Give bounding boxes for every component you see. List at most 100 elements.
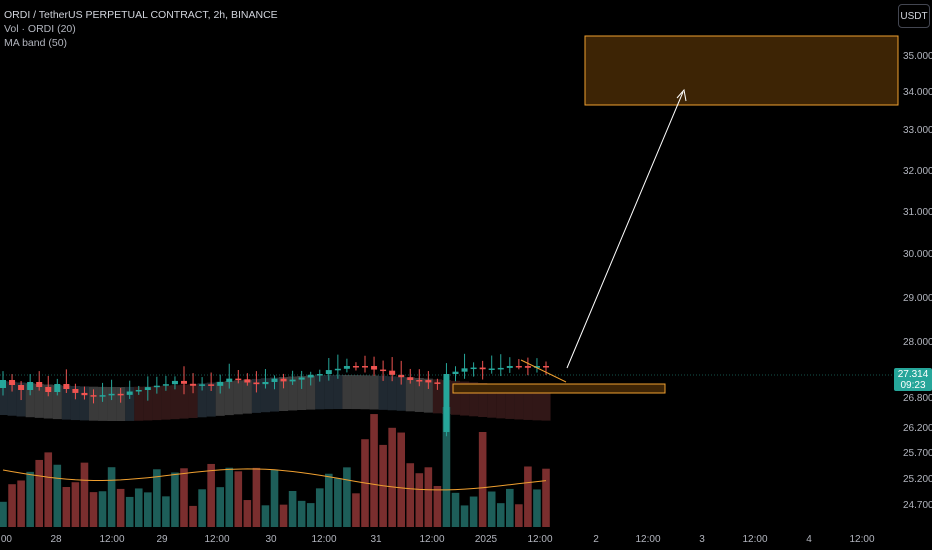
volume-bar (134, 488, 143, 527)
volume-bar (397, 432, 405, 527)
candle-body (235, 378, 242, 381)
time-tick-label: 30 (265, 534, 277, 545)
time-axis[interactable]: :00 28 12:00 29 12:00 30 12:00 31 12:00 2025 12:00… (0, 534, 875, 545)
ma-band-segment (134, 386, 144, 421)
volume-bar (433, 485, 442, 527)
projection-arrow[interactable] (566, 91, 684, 369)
chart-legend: ORDI / TetherUS PERPETUAL CONTRACT, 2h, … (4, 8, 278, 50)
candle-body (126, 391, 133, 395)
price-tick-label: 26.200 (903, 423, 932, 434)
ma-band-segment (0, 381, 8, 415)
ma-band-segment (315, 375, 325, 410)
candle-body (63, 384, 70, 389)
candle-body (226, 378, 233, 382)
candle-body (452, 371, 459, 374)
volume-bar (406, 463, 415, 527)
time-tick-label: 3 (699, 534, 705, 545)
candle-body (54, 384, 61, 392)
currency-button[interactable]: USDT (898, 4, 930, 28)
ma-band-segment (342, 375, 352, 410)
time-tick-label: 31 (370, 534, 382, 545)
candle-body (398, 374, 405, 378)
ma-band-segment (125, 386, 135, 421)
ma-band-segment (52, 385, 62, 420)
volume-bar (17, 480, 25, 527)
candle-body (45, 387, 52, 392)
candle-body (380, 369, 387, 372)
ma-band-segment (288, 376, 298, 411)
time-tick-label: 2025 (475, 534, 498, 545)
volume-indicator-label[interactable]: Vol · ORDI (20) (4, 23, 76, 35)
candle-body (407, 377, 414, 381)
candle-body (18, 385, 25, 390)
price-axis[interactable]: 35.000 34.000 33.000 32.000 31.000 30.000 29.0… (903, 51, 932, 511)
volume-bar (478, 432, 487, 527)
volume-bar (26, 471, 34, 527)
ma-band-segment (89, 386, 99, 421)
arrowhead-icon (676, 88, 687, 102)
time-tick-label: 12:00 (635, 534, 660, 545)
volume-bar (8, 484, 16, 527)
ma-band-segment (423, 378, 433, 413)
volume-bar (171, 472, 179, 527)
ma-band-segment (7, 381, 17, 416)
ma-band-segment (378, 375, 388, 410)
candle-body (36, 382, 43, 387)
last-price-value: 27.314 (897, 369, 929, 380)
ma-band-segment (514, 385, 524, 420)
time-tick-label: 28 (50, 534, 62, 545)
volume-bar (153, 469, 161, 527)
volume-bar (162, 496, 170, 527)
volume-bar (343, 467, 351, 527)
volume-bar (180, 468, 188, 527)
symbol-title[interactable]: ORDI / TetherUS PERPETUAL CONTRACT, 2h, … (4, 9, 278, 21)
candle-body (371, 366, 378, 370)
candle-body (181, 380, 187, 384)
ma-band-segment (451, 380, 461, 415)
ma-band-segment (188, 383, 198, 418)
volume-bar (451, 492, 460, 527)
ma-band-segment (523, 385, 533, 420)
volume-bar (116, 488, 125, 527)
time-tick-label: 29 (156, 534, 168, 545)
ma-band-segment (43, 384, 53, 419)
target-zone[interactable] (584, 35, 899, 106)
candle-body (117, 393, 124, 396)
ma-band-indicator-label[interactable]: MA band (50) (4, 37, 68, 49)
candle-body (479, 367, 486, 370)
volume-bar (207, 463, 215, 527)
volume-bar (225, 467, 234, 527)
ma-band-segment (478, 383, 488, 418)
entry-zone[interactable] (452, 383, 666, 394)
candle-body (0, 380, 6, 388)
candle-body (208, 384, 215, 386)
candle-body (506, 366, 513, 368)
ma-band-segment (306, 375, 316, 410)
volume-bar (189, 505, 197, 527)
ma-band-segment (206, 382, 216, 417)
ma-band-segment (387, 376, 397, 411)
volume-bar (352, 493, 360, 527)
ma-band-segment (116, 386, 126, 421)
price-tick-label: 33.000 (903, 125, 932, 136)
volume-bar (306, 503, 315, 527)
candle-body (135, 390, 142, 392)
candle-body (144, 387, 151, 391)
ma-band-segment (297, 376, 307, 411)
candle-body (416, 380, 423, 382)
volume-bar (325, 473, 333, 527)
volume-bar (198, 489, 206, 527)
volume-bar (80, 462, 89, 527)
volume-bar (515, 504, 523, 527)
ma-band-segment (224, 381, 234, 416)
candle-body (217, 381, 224, 386)
volume-bar (71, 482, 80, 527)
ma-band-segment (161, 385, 171, 420)
ma-band-segment (505, 384, 515, 419)
volume-bar (44, 452, 53, 527)
volume-bar (243, 500, 252, 527)
volume-bar (388, 427, 396, 527)
candle-body (244, 379, 251, 383)
ma-band-segment (152, 386, 162, 421)
